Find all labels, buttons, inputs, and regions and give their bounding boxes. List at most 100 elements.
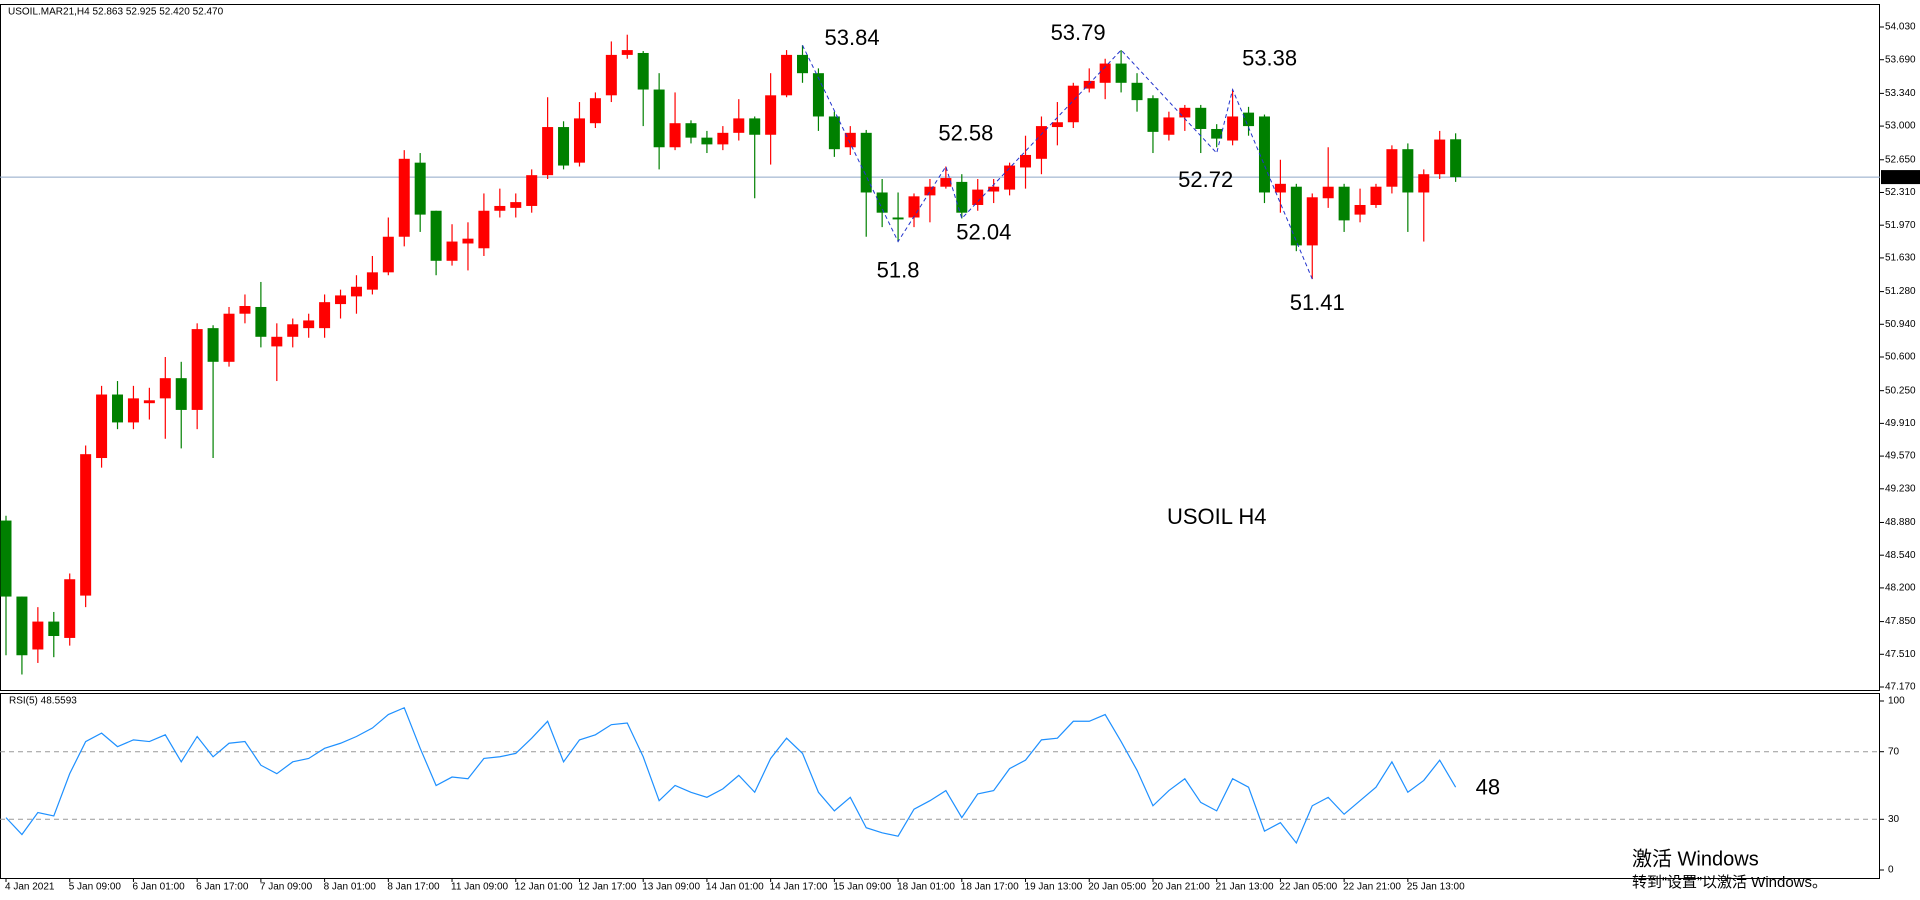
- candle-body: [1020, 154, 1032, 168]
- price-annotation: 52.04: [956, 219, 1011, 244]
- x-tick-label: 20 Jan 21:00: [1152, 882, 1210, 893]
- candle-body: [1211, 128, 1223, 139]
- candle-body: [430, 210, 442, 261]
- x-tick-label: 6 Jan 01:00: [132, 882, 185, 893]
- candle-body: [1274, 183, 1286, 193]
- candle-body: [382, 236, 394, 273]
- x-tick-label: 7 Jan 09:00: [260, 882, 313, 893]
- candle-body: [287, 324, 299, 337]
- y-tick-label: 48.540: [1885, 550, 1916, 561]
- candle-body: [924, 186, 936, 196]
- y-tick-label: 0: [1888, 865, 1894, 876]
- y-tick-label: 49.910: [1885, 418, 1916, 429]
- candle-body: [446, 241, 458, 261]
- y-tick-label: 50.600: [1885, 352, 1916, 363]
- candle-body: [892, 217, 904, 220]
- candle-body: [972, 189, 984, 205]
- x-tick-label: 14 Jan 17:00: [770, 882, 828, 893]
- x-tick-label: 8 Jan 01:00: [324, 882, 377, 893]
- candle-body: [207, 328, 219, 362]
- symbol-annotation: USOIL H4: [1167, 504, 1266, 529]
- candle-body: [1434, 139, 1446, 175]
- candle-body: [1051, 122, 1063, 128]
- candle-body: [526, 175, 538, 206]
- candle-body: [80, 454, 92, 596]
- y-tick-label: 47.510: [1885, 649, 1916, 660]
- rsi-title: RSI(5) 48.5593: [9, 696, 77, 707]
- candle-body: [112, 394, 124, 423]
- current-price-box: [1881, 170, 1920, 185]
- candle-body: [223, 313, 235, 362]
- candle-body: [1370, 186, 1382, 205]
- candle-body: [143, 400, 155, 404]
- x-tick-label: 19 Jan 13:00: [1025, 882, 1083, 893]
- candle-body: [1179, 107, 1191, 118]
- candle-body: [701, 137, 713, 145]
- candle-body: [1083, 80, 1095, 89]
- x-tick-label: 11 Jan 09:00: [451, 882, 509, 893]
- x-tick-label: 12 Jan 01:00: [515, 882, 573, 893]
- price-annotation: 53.84: [825, 25, 880, 50]
- candle-body: [462, 238, 474, 244]
- candle-body: [478, 210, 490, 249]
- x-tick-label: 21 Jan 13:00: [1216, 882, 1274, 893]
- y-tick-label: 53.000: [1885, 121, 1916, 132]
- y-tick-label: 50.250: [1885, 385, 1916, 396]
- zigzag: [802, 45, 1313, 280]
- price-annotation: 52.72: [1178, 167, 1233, 192]
- candle-body: [271, 336, 283, 347]
- x-tick-label: 15 Jan 09:00: [833, 882, 891, 893]
- candle-body: [1402, 149, 1414, 193]
- price-panel: [0, 4, 1880, 691]
- x-tick-label: 20 Jan 05:00: [1088, 882, 1146, 893]
- price-annotation: 53.79: [1051, 20, 1106, 45]
- y-tick-label: 53.340: [1885, 88, 1916, 99]
- candle-body: [573, 118, 585, 163]
- candle-body: [1290, 186, 1302, 246]
- candle-body: [175, 378, 187, 410]
- y-tick-label: 50.940: [1885, 319, 1916, 330]
- candle-body: [335, 295, 347, 305]
- x-tick-label: 22 Jan 05:00: [1279, 882, 1337, 893]
- x-tick-label: 14 Jan 01:00: [706, 882, 764, 893]
- candle-body: [589, 98, 601, 124]
- y-tick-label: 47.170: [1885, 682, 1916, 693]
- x-tick-label: 22 Jan 21:00: [1343, 882, 1401, 893]
- y-tick-label: 52.310: [1885, 187, 1916, 198]
- candle-body: [542, 127, 554, 176]
- candle-body: [940, 178, 952, 187]
- candle-body: [1258, 116, 1270, 193]
- candle-body: [1195, 107, 1207, 129]
- candle-body: [781, 54, 793, 96]
- y-tick-label: 51.280: [1885, 286, 1916, 297]
- y-tick-label: 47.850: [1885, 616, 1916, 627]
- y-tick-label: 54.030: [1885, 22, 1916, 33]
- candle-body: [812, 73, 824, 117]
- candle-body: [366, 272, 378, 290]
- candle-body: [239, 306, 251, 314]
- candle-body: [350, 286, 362, 297]
- y-tick-label: 100: [1888, 696, 1905, 707]
- y-tick-label: 49.570: [1885, 451, 1916, 462]
- y-tick-label: 52.650: [1885, 154, 1916, 165]
- candle-body: [255, 306, 267, 337]
- x-tick-label: 18 Jan 17:00: [961, 882, 1019, 893]
- candle-body: [765, 95, 777, 135]
- candle-body: [558, 127, 570, 166]
- candle-body: [844, 132, 856, 148]
- candle-body: [96, 394, 108, 459]
- candle-body: [669, 123, 681, 148]
- candle-body: [956, 181, 968, 213]
- y-tick-label: 70: [1888, 746, 1900, 757]
- x-tick-label: 18 Jan 01:00: [897, 882, 955, 893]
- candle-body: [16, 596, 28, 656]
- candle-body: [733, 118, 745, 133]
- candle-body: [1035, 126, 1047, 159]
- candle-body: [653, 89, 665, 148]
- candle-body: [828, 116, 840, 150]
- candle-body: [510, 202, 522, 208]
- x-tick-label: 4 Jan 2021: [5, 882, 55, 893]
- watermark: 激活 Windows: [1632, 847, 1759, 870]
- candle-body: [1386, 149, 1398, 187]
